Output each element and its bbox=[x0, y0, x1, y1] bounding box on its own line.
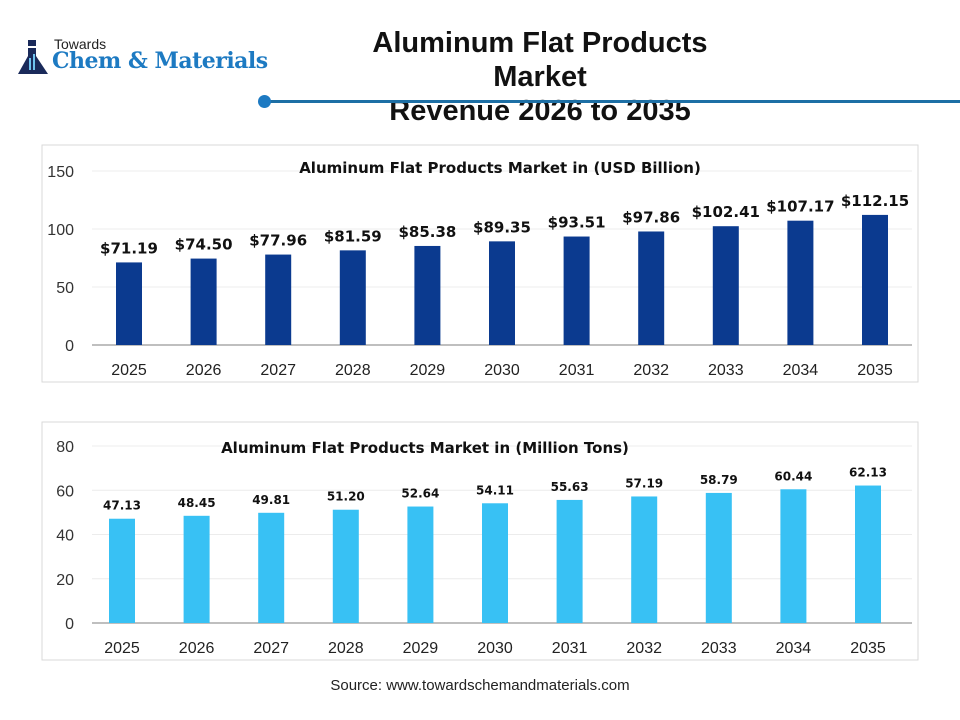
data-label: $112.15 bbox=[841, 192, 909, 210]
bar bbox=[482, 503, 508, 623]
data-label: $97.86 bbox=[622, 208, 680, 226]
bar bbox=[265, 254, 292, 345]
x-tick-label: 2027 bbox=[260, 362, 296, 379]
data-label: $89.35 bbox=[473, 218, 531, 236]
x-tick-label: 2025 bbox=[104, 640, 140, 657]
bar bbox=[116, 262, 142, 345]
y-tick-label: 50 bbox=[56, 280, 74, 297]
data-label: 52.64 bbox=[401, 487, 439, 501]
x-tick-label: 2034 bbox=[776, 640, 812, 657]
bar bbox=[489, 241, 515, 345]
data-label: $85.38 bbox=[398, 223, 456, 241]
data-label: $102.41 bbox=[692, 203, 760, 221]
data-label: 47.13 bbox=[103, 499, 141, 513]
y-tick-label: 0 bbox=[65, 616, 74, 633]
bar bbox=[631, 496, 658, 623]
data-label: 57.19 bbox=[625, 476, 663, 490]
data-label: 55.63 bbox=[551, 480, 589, 494]
x-tick-label: 2030 bbox=[484, 362, 520, 379]
chart-frame bbox=[41, 144, 919, 383]
y-tick-label: 150 bbox=[47, 164, 74, 181]
bar bbox=[258, 512, 285, 623]
data-label: $77.96 bbox=[249, 232, 307, 250]
x-tick-label: 2027 bbox=[253, 640, 289, 657]
y-tick-label: 60 bbox=[56, 483, 74, 500]
bar bbox=[638, 231, 665, 345]
chart-title: Aluminum Flat Products Market in (Millio… bbox=[221, 439, 629, 457]
x-tick-label: 2026 bbox=[186, 362, 222, 379]
data-label: $74.50 bbox=[175, 236, 233, 254]
x-tick-label: 2028 bbox=[328, 640, 364, 657]
bar bbox=[332, 509, 359, 623]
revenue-chart: 0 50 100 150 Aluminum Flat Products Market i… bbox=[41, 144, 919, 383]
data-label: 49.81 bbox=[252, 493, 290, 507]
y-tick-label: 40 bbox=[56, 528, 74, 545]
logo-small-text: Towards bbox=[54, 36, 107, 52]
x-tick-label: 2033 bbox=[708, 362, 744, 379]
x-tick-label: 2034 bbox=[783, 362, 819, 379]
logo-main-text: Chem & Materials bbox=[52, 48, 268, 74]
y-tick-label: 0 bbox=[65, 338, 74, 355]
bar bbox=[414, 245, 441, 345]
x-tick-label: 2032 bbox=[633, 362, 669, 379]
x-tick-label: 2031 bbox=[559, 362, 595, 379]
data-label: 62.13 bbox=[849, 466, 887, 480]
data-label: 58.79 bbox=[700, 473, 738, 487]
bar bbox=[339, 250, 366, 345]
x-tick-label: 2028 bbox=[335, 362, 371, 379]
title-line-1: Aluminum Flat Products Market bbox=[372, 27, 708, 93]
x-tick-label: 2035 bbox=[850, 640, 886, 657]
y-tick-label: 100 bbox=[47, 222, 74, 239]
x-tick-label: 2029 bbox=[410, 362, 446, 379]
bar bbox=[190, 258, 217, 345]
divider-line bbox=[264, 100, 960, 103]
data-label: $71.19 bbox=[100, 239, 158, 257]
x-tick-label: 2030 bbox=[477, 640, 513, 657]
bar bbox=[712, 226, 739, 345]
x-tick-label: 2026 bbox=[179, 640, 215, 657]
y-tick-label: 80 bbox=[56, 439, 74, 456]
x-tick-label: 2031 bbox=[552, 640, 588, 657]
data-label: 51.20 bbox=[327, 490, 365, 504]
bar bbox=[556, 499, 583, 623]
x-tick-label: 2032 bbox=[626, 640, 662, 657]
x-tick-label: 2025 bbox=[111, 362, 147, 379]
chart-title: Aluminum Flat Products Market in (USD Bi… bbox=[299, 159, 701, 177]
x-tick-label: 2029 bbox=[403, 640, 439, 657]
data-label: $81.59 bbox=[324, 227, 382, 245]
bar bbox=[855, 485, 881, 623]
data-label: $93.51 bbox=[548, 214, 606, 232]
x-tick-label: 2035 bbox=[857, 362, 893, 379]
y-tick-label: 20 bbox=[56, 572, 74, 589]
bar bbox=[862, 214, 888, 345]
bar bbox=[109, 518, 135, 623]
bar bbox=[563, 236, 590, 345]
bar bbox=[183, 515, 210, 623]
divider-dot bbox=[258, 95, 271, 108]
data-label: $107.17 bbox=[766, 198, 834, 216]
x-tick-label: 2033 bbox=[701, 640, 737, 657]
source-text: Source: www.towardschemandmaterials.com bbox=[330, 677, 630, 694]
data-label: 54.11 bbox=[476, 483, 514, 497]
flask-icon bbox=[18, 40, 48, 74]
bar bbox=[780, 489, 807, 623]
data-label: 60.44 bbox=[774, 469, 812, 483]
data-label: 48.45 bbox=[178, 496, 216, 510]
bar bbox=[705, 492, 732, 623]
bar bbox=[407, 506, 434, 623]
bar bbox=[787, 220, 814, 345]
